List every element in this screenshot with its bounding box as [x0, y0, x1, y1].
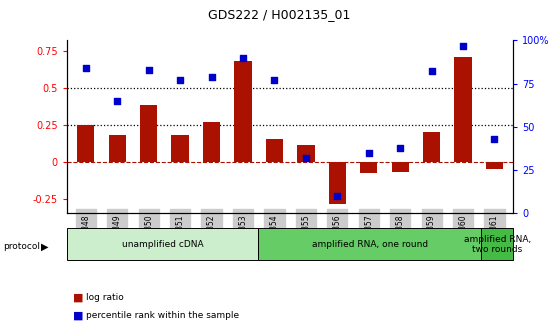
Bar: [171, 135, 189, 162]
Point: [238, 55, 247, 60]
Bar: [140, 106, 157, 162]
Text: protocol: protocol: [3, 242, 40, 251]
Text: percentile rank within the sample: percentile rank within the sample: [86, 311, 239, 320]
Bar: [360, 162, 377, 173]
Bar: [109, 135, 126, 162]
Bar: [329, 162, 346, 205]
Bar: [234, 61, 252, 162]
Bar: [392, 162, 409, 172]
Bar: [258, 228, 482, 260]
Text: ■: ■: [73, 292, 83, 302]
Point: [427, 69, 436, 74]
Text: amplified RNA, one round: amplified RNA, one round: [312, 240, 428, 249]
Text: ■: ■: [73, 311, 83, 321]
Bar: [482, 228, 513, 260]
Point: [333, 193, 342, 199]
Point: [176, 77, 185, 83]
Bar: [454, 56, 472, 162]
Point: [270, 77, 279, 83]
Point: [459, 43, 468, 48]
Bar: [486, 162, 503, 169]
Text: amplified RNA,
two rounds: amplified RNA, two rounds: [464, 235, 531, 254]
Bar: [203, 122, 220, 162]
Bar: [77, 125, 94, 162]
Bar: [297, 145, 315, 162]
Bar: [423, 132, 440, 162]
Point: [364, 150, 373, 156]
Point: [207, 74, 216, 79]
Text: ▶: ▶: [41, 241, 48, 251]
Point: [113, 98, 122, 103]
Bar: [266, 139, 283, 162]
Point: [144, 67, 153, 73]
Point: [396, 145, 405, 150]
Point: [301, 155, 310, 161]
Bar: [67, 228, 258, 260]
Text: GDS222 / H002135_01: GDS222 / H002135_01: [208, 8, 350, 22]
Text: unamplified cDNA: unamplified cDNA: [122, 240, 204, 249]
Point: [81, 65, 90, 71]
Text: log ratio: log ratio: [86, 293, 124, 302]
Point: [490, 136, 499, 142]
